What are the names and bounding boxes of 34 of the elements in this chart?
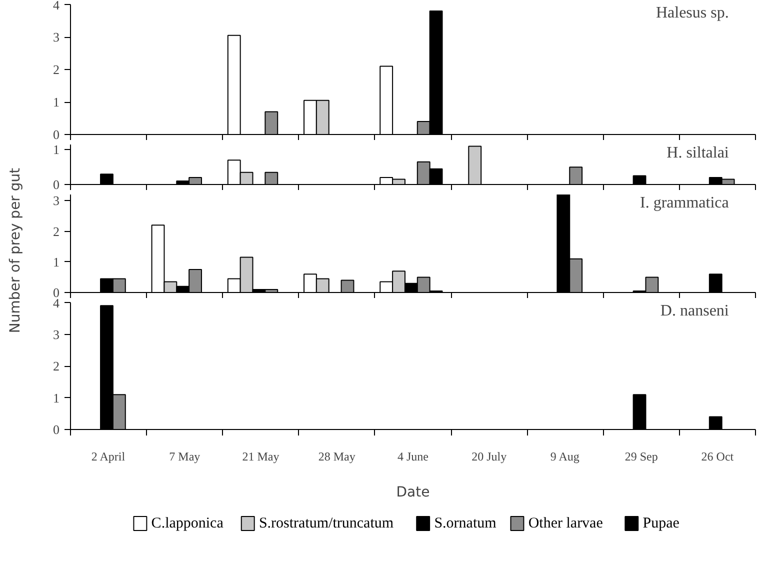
x-tick-label: 29 Sep bbox=[624, 450, 658, 464]
legend-label: S.ornatum bbox=[434, 516, 497, 532]
x-tick-label: 20 July bbox=[472, 450, 507, 464]
y-tick-label: 2 bbox=[53, 224, 60, 239]
x-tick-label: 7 May bbox=[169, 450, 200, 464]
y-tick-label: 0 bbox=[53, 127, 60, 142]
y-tick-label: 4 bbox=[53, 0, 60, 12]
y-tick-label: 1 bbox=[53, 254, 60, 270]
y-tick-label: 2 bbox=[53, 62, 60, 77]
chart-title: Halesus sp. bbox=[656, 4, 729, 22]
y-tick-label: 3 bbox=[53, 30, 60, 44]
y-tick-label: 3 bbox=[53, 326, 60, 342]
x-tick-label: 26 Oct bbox=[701, 450, 734, 464]
y-tick-label: 1 bbox=[53, 94, 60, 110]
y-tick-label: 2 bbox=[53, 358, 60, 374]
x-tick-label: 28 May bbox=[318, 450, 356, 464]
chart-title: I. grammatica bbox=[640, 194, 729, 212]
y-axis-title: Number of prey per gut bbox=[8, 167, 24, 334]
y-tick-label: 3 bbox=[53, 193, 60, 208]
y-tick-label: 0 bbox=[53, 422, 60, 437]
legend-label: S.rostratum/truncatum bbox=[258, 516, 394, 532]
x-tick-label: 2 April bbox=[91, 450, 126, 464]
x-tick-label: 21 May bbox=[242, 450, 280, 464]
y-tick-label: 1 bbox=[53, 390, 60, 406]
chart-title: H. siltalai bbox=[666, 144, 730, 162]
y-tick-label: 1 bbox=[53, 142, 60, 158]
x-axis-title: Date bbox=[396, 484, 430, 500]
legend-label: Other larvae bbox=[528, 516, 604, 532]
x-tick-label: 9 Aug bbox=[550, 450, 580, 464]
chart-title: D. nanseni bbox=[660, 302, 730, 320]
x-tick-label: 4 June bbox=[398, 450, 428, 464]
y-tick-label: 0 bbox=[53, 177, 60, 192]
legend-label: Pupae bbox=[642, 516, 680, 532]
legend-label: C.lapponica bbox=[151, 516, 224, 532]
